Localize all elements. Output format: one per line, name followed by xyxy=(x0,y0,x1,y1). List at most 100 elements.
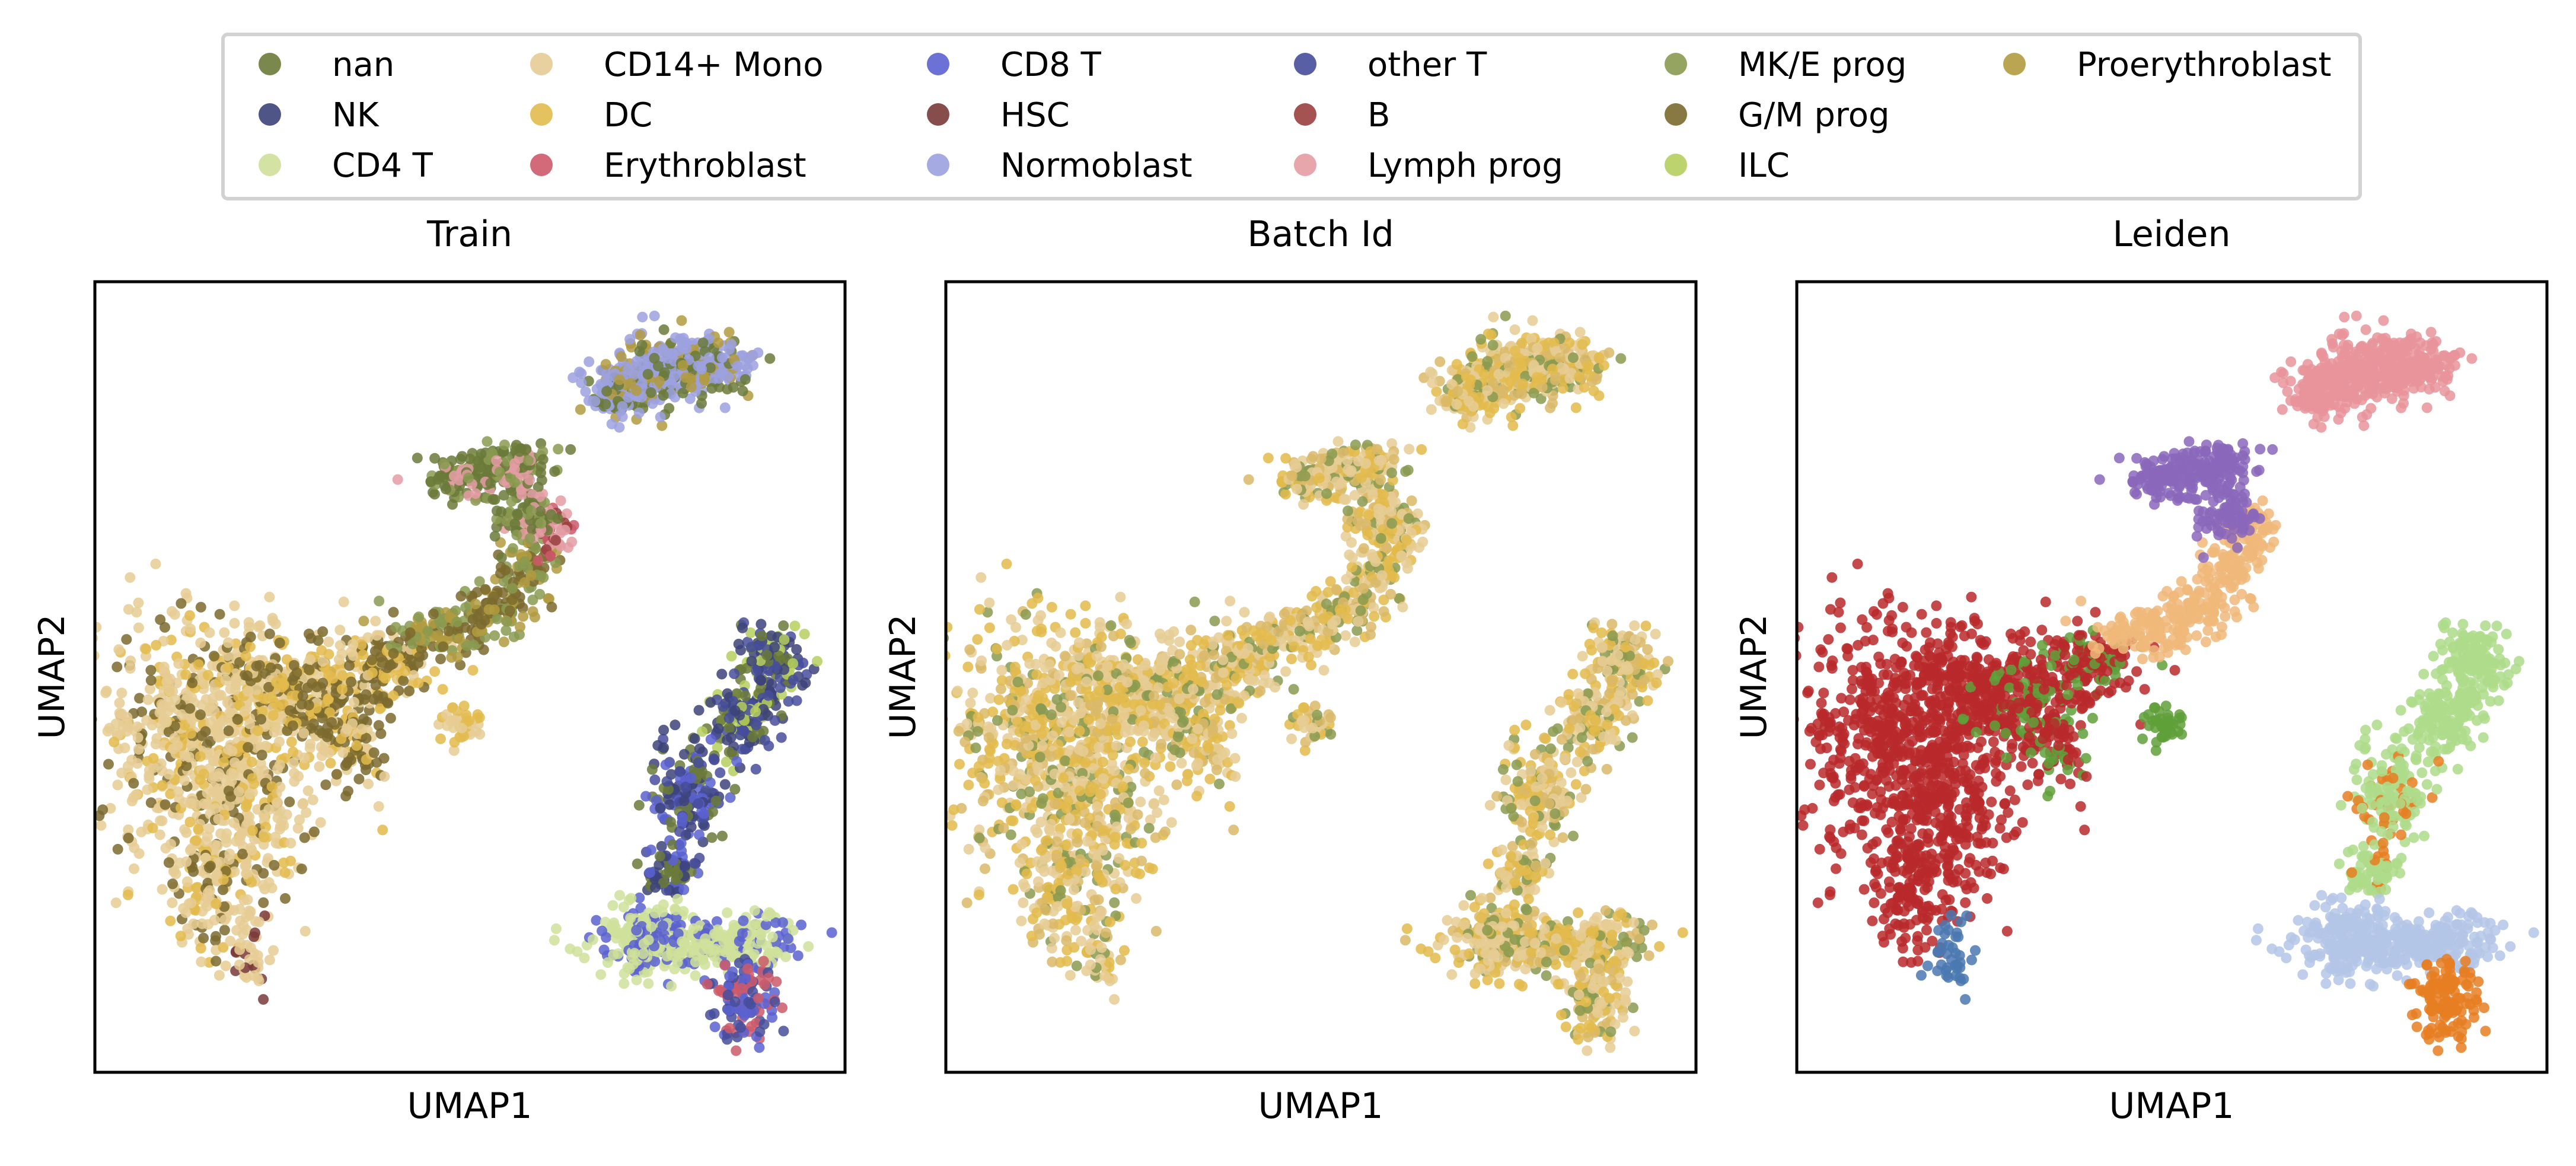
scatter-point xyxy=(553,444,564,455)
scatter-point xyxy=(211,899,222,910)
scatter-point xyxy=(264,591,275,603)
scatter-point xyxy=(724,931,735,941)
scatter-point xyxy=(675,333,686,345)
scatter-point xyxy=(754,639,765,651)
legend-entry: B xyxy=(1294,96,1390,135)
scatter-point xyxy=(984,744,995,755)
scatter-point xyxy=(996,665,1008,676)
scatter-point xyxy=(1063,869,1074,880)
scatter-point xyxy=(302,785,314,797)
scatter-point xyxy=(1107,750,1118,761)
scatter-point xyxy=(970,743,981,753)
scatter-point xyxy=(1174,636,1185,648)
scatter-point xyxy=(111,661,123,673)
scatter-point xyxy=(1044,659,1055,670)
scatter-point xyxy=(746,642,757,653)
scatter-point xyxy=(281,654,292,665)
scatter-point xyxy=(1080,757,1091,768)
scatter-point xyxy=(565,943,576,954)
scatter-point xyxy=(935,725,946,735)
scatter-point xyxy=(1071,866,1082,877)
scatter-point xyxy=(774,682,786,693)
scatter-point xyxy=(693,798,704,809)
scatter-point xyxy=(276,714,287,725)
scatter-point xyxy=(1077,767,1088,779)
scatter-point xyxy=(676,315,687,326)
scatter-point xyxy=(1032,856,1043,867)
scatter-point xyxy=(996,675,1008,686)
scatter-point xyxy=(164,685,176,696)
scatter-point xyxy=(1135,797,1146,808)
scatter-point xyxy=(125,655,136,667)
scatter-point xyxy=(170,868,181,880)
scatter-point xyxy=(299,926,311,937)
scatter-point xyxy=(181,827,192,838)
scatter-point xyxy=(224,800,235,811)
scatter-point xyxy=(953,725,964,737)
scatter-point xyxy=(1088,849,1099,859)
scatter-point xyxy=(713,337,724,348)
scatter-point xyxy=(296,864,307,875)
scatter-point xyxy=(689,858,700,869)
scatter-point xyxy=(1097,756,1108,767)
scatter-point xyxy=(631,385,642,396)
scatter-point xyxy=(151,639,162,651)
scatter-point xyxy=(219,915,231,926)
scatter-point xyxy=(1061,803,1072,814)
scatter-point xyxy=(722,688,733,699)
scatter-point xyxy=(973,889,984,900)
scatter-point xyxy=(1058,772,1069,783)
scatter-point xyxy=(1140,767,1150,779)
scatter-point xyxy=(580,386,591,397)
scatter-point xyxy=(244,718,255,729)
scatter-point xyxy=(1156,738,1167,750)
scatter-point xyxy=(451,616,463,627)
scatter-point xyxy=(246,756,257,767)
scatter-point xyxy=(979,778,990,789)
scatter-point xyxy=(720,756,732,767)
legend-marker xyxy=(530,154,553,176)
scatter-point xyxy=(1070,925,1081,936)
scatter-point xyxy=(1098,773,1109,784)
scatter-point xyxy=(686,773,697,783)
scatter-point xyxy=(1111,740,1122,751)
scatter-point xyxy=(210,935,221,946)
scatter-point xyxy=(266,692,277,703)
scatter-point xyxy=(121,726,132,737)
scatter-point xyxy=(549,935,560,946)
scatter-point xyxy=(476,448,487,460)
scatter-point xyxy=(1127,714,1138,725)
scatter-point xyxy=(655,802,666,814)
scatter-point xyxy=(514,629,525,640)
scatter-point xyxy=(193,659,204,670)
scatter-point xyxy=(708,945,719,956)
scatter-point xyxy=(1051,836,1062,848)
scatter-point xyxy=(755,619,767,630)
scatter-point xyxy=(361,764,371,776)
scatter-point xyxy=(145,665,157,676)
scatter-point xyxy=(222,650,233,661)
legend-marker xyxy=(259,154,281,176)
scatter-point xyxy=(452,651,463,662)
scatter-point xyxy=(1091,651,1102,662)
scatter-point xyxy=(991,643,1003,655)
scatter-point xyxy=(535,467,546,479)
legend-label: CD8 T xyxy=(1000,46,1102,84)
scatter-point xyxy=(380,673,391,684)
scatter-point xyxy=(677,387,688,399)
scatter-point xyxy=(356,639,367,650)
scatter-point xyxy=(717,830,728,842)
scatter-point xyxy=(482,436,493,447)
scatter-point xyxy=(267,710,279,721)
scatter-point xyxy=(361,754,372,765)
scatter-point xyxy=(983,721,994,732)
scatter-point xyxy=(677,812,688,823)
scatter-point xyxy=(280,893,291,904)
scatter-point xyxy=(196,730,208,741)
scatter-point xyxy=(649,310,660,321)
scatter-point xyxy=(595,378,607,390)
scatter-point xyxy=(1185,625,1197,636)
scatter-point xyxy=(287,720,298,731)
scatter-point xyxy=(574,367,585,378)
scatter-point xyxy=(258,994,269,1005)
